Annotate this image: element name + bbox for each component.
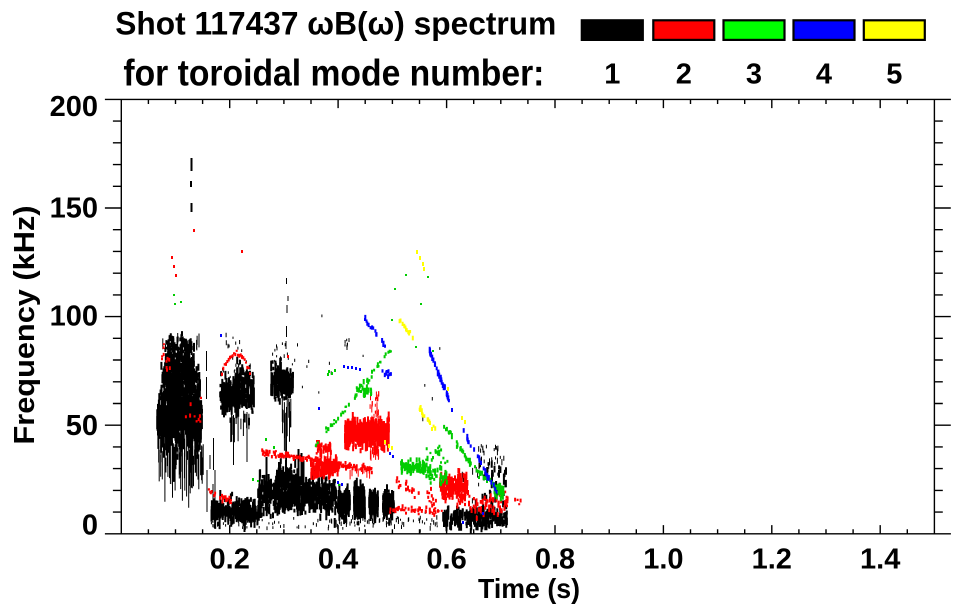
svg-text:200: 200: [50, 91, 98, 123]
svg-text:0.2: 0.2: [210, 543, 250, 575]
svg-text:for toroidal mode number:: for toroidal mode number:: [123, 51, 544, 93]
svg-text:Time (s): Time (s): [478, 573, 580, 604]
svg-text:3: 3: [746, 59, 762, 91]
svg-text:0.8: 0.8: [535, 543, 575, 575]
svg-text:Shot 117437 ωB(ω) spectrum: Shot 117437 ωB(ω) spectrum: [115, 6, 556, 42]
svg-text:0.6: 0.6: [426, 543, 466, 575]
svg-text:150: 150: [50, 192, 98, 224]
svg-text:100: 100: [50, 300, 98, 332]
svg-text:2: 2: [676, 59, 692, 91]
svg-text:1.0: 1.0: [643, 543, 683, 575]
svg-text:5: 5: [886, 59, 902, 91]
svg-text:1.4: 1.4: [860, 543, 900, 575]
svg-text:4: 4: [816, 59, 832, 91]
svg-text:1.2: 1.2: [752, 543, 792, 575]
svg-text:Frequency (kHz): Frequency (kHz): [9, 206, 41, 445]
svg-text:50: 50: [66, 410, 98, 442]
svg-text:0.4: 0.4: [318, 543, 358, 575]
svg-text:1: 1: [604, 59, 620, 91]
svg-text:0: 0: [82, 510, 98, 542]
